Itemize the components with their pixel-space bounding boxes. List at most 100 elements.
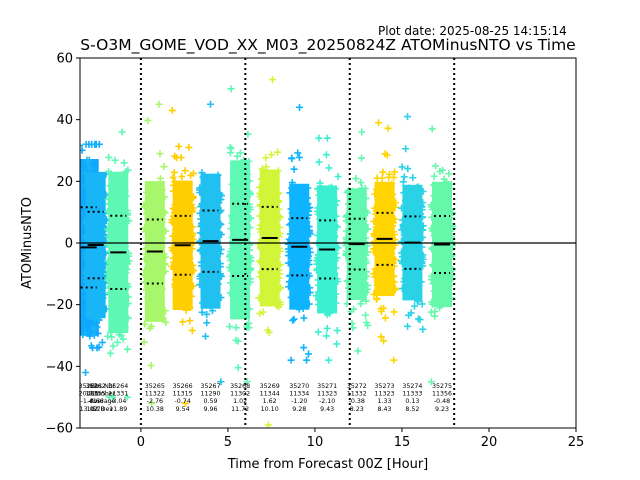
data-point (174, 272, 182, 280)
data-point (100, 291, 108, 299)
stat-label: 35266 (173, 383, 193, 390)
data-point (271, 262, 279, 270)
data-point (400, 189, 408, 197)
stat-label: 9.43 (320, 406, 334, 413)
stat-label: 20455 (79, 391, 99, 398)
data-point (323, 223, 331, 231)
stat-label: -0.48 (434, 398, 450, 405)
data-point (198, 221, 206, 229)
data-point (297, 282, 305, 290)
data-point (148, 399, 156, 407)
axis-ticks: 0 5 10 15 20 25 −60 −40 −20 0 20 40 60 (46, 52, 585, 451)
data-point (440, 261, 448, 269)
data-point (92, 214, 100, 222)
data-point (447, 294, 455, 302)
data-point (376, 194, 384, 202)
data-point (189, 261, 197, 269)
data-point (428, 224, 436, 232)
data-point (87, 342, 95, 350)
data-point (332, 290, 340, 298)
data-point (80, 256, 86, 264)
data-point (181, 167, 189, 175)
data-point (276, 261, 284, 269)
data-point (183, 180, 191, 188)
data-point (315, 158, 323, 166)
data-point (116, 284, 124, 292)
data-point (95, 177, 103, 185)
data-point (142, 250, 150, 258)
x-axis-label: Time from Forecast 00Z [Hour] (227, 457, 429, 472)
data-point (217, 221, 225, 229)
data-point (113, 249, 121, 257)
data-point (264, 228, 272, 236)
data-point (287, 205, 295, 213)
data-point (298, 235, 306, 243)
data-point (400, 173, 408, 181)
data-point (186, 254, 194, 262)
stat-label: 35272 (347, 383, 367, 390)
stat-label: 35262 (86, 383, 106, 390)
stat-label: 35269 (260, 383, 280, 390)
data-point (211, 291, 219, 299)
data-point (342, 251, 350, 259)
x-tick-label: 25 (568, 435, 585, 450)
data-point (333, 340, 341, 348)
data-point (170, 205, 178, 213)
stat-label: 11290 (201, 391, 221, 398)
data-point (201, 332, 209, 340)
data-point (94, 263, 102, 271)
stat-label: 35267 (201, 383, 221, 390)
data-point (358, 154, 366, 162)
data-point (326, 283, 334, 291)
data-point (322, 151, 330, 159)
data-point (320, 230, 328, 238)
data-point (406, 197, 414, 205)
data-point (333, 223, 341, 231)
data-point (294, 215, 302, 223)
data-point (373, 265, 381, 273)
data-point (80, 229, 85, 237)
stat-header-label: Number (90, 391, 116, 398)
data-point (448, 233, 456, 241)
data-point (232, 188, 240, 196)
data-point (297, 204, 305, 212)
data-point (290, 315, 298, 323)
data-point (304, 204, 312, 212)
stat-label: -1.20 (291, 398, 307, 405)
data-point (325, 282, 333, 290)
data-point (359, 224, 367, 232)
data-point (350, 253, 358, 261)
data-point (151, 227, 159, 235)
data-point (350, 227, 358, 235)
x-tick-label: 5 (224, 435, 232, 450)
data-point (92, 194, 100, 202)
data-point (86, 172, 94, 180)
data-point (107, 170, 115, 178)
data-point (80, 196, 85, 204)
data-point (82, 218, 90, 226)
data-point (355, 187, 363, 195)
data-point (119, 335, 127, 343)
data-point (94, 231, 102, 239)
data-point (362, 268, 370, 276)
data-point (447, 275, 455, 283)
stat-label: 11323 (375, 391, 395, 398)
data-point (303, 285, 311, 293)
data-point (160, 208, 168, 216)
data-point (410, 262, 418, 270)
data-point (82, 369, 90, 376)
data-point (447, 214, 455, 222)
data-point (196, 281, 204, 289)
data-point (274, 148, 282, 156)
data-point (246, 305, 254, 313)
data-point (351, 267, 359, 275)
data-point (179, 222, 187, 230)
data-point (105, 153, 113, 161)
data-point (404, 244, 412, 252)
data-point (227, 225, 235, 233)
data-point (347, 308, 355, 316)
data-point (434, 271, 442, 279)
data-point (264, 285, 272, 293)
data-point (357, 300, 365, 308)
